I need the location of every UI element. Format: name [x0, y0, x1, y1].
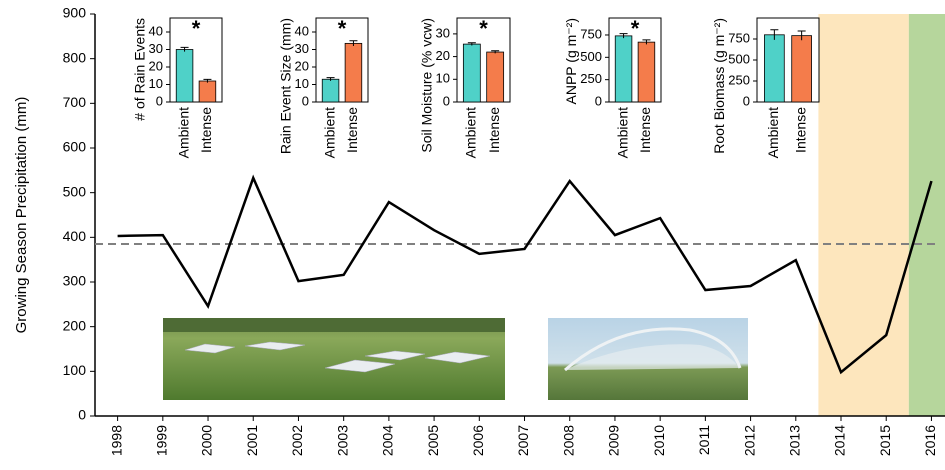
bar — [792, 36, 812, 102]
y-tick-label: 10 — [436, 71, 450, 86]
x-tick-label: 2007 — [515, 425, 531, 456]
y-tick-label: 500 — [728, 51, 750, 66]
inset-y-label: Soil Moisture (% vcw) — [419, 18, 435, 153]
y-tick-label: 0 — [302, 93, 309, 108]
x-tick-label: 2003 — [334, 425, 350, 456]
x-tick-label: 2013 — [787, 425, 803, 456]
y-tick-label: 30 — [436, 25, 450, 40]
significance-marker: * — [631, 16, 640, 41]
x-tick-label: Ambient — [614, 107, 630, 158]
x-tick-label: Ambient — [463, 107, 479, 158]
x-tick-label: 1998 — [108, 425, 124, 456]
x-tick-label: 2015 — [877, 425, 893, 456]
x-tick-label: 2009 — [606, 425, 622, 456]
y-tick-label: 0 — [595, 93, 602, 108]
bar — [199, 81, 216, 102]
bar — [345, 43, 362, 102]
x-tick-label: Ambient — [765, 107, 781, 158]
y-tick-label: 250 — [728, 72, 750, 87]
x-tick-label: 2011 — [696, 425, 712, 455]
y-tick-label: 500 — [63, 183, 87, 199]
bar — [176, 50, 193, 103]
y-tick-label: 20 — [295, 58, 309, 73]
shaded-region — [818, 14, 908, 416]
x-tick-label: 2000 — [199, 425, 215, 456]
y-tick-label: 40 — [295, 23, 309, 38]
y-tick-label: 10 — [295, 76, 309, 91]
bar — [638, 42, 655, 102]
y-tick-label: 0 — [156, 93, 163, 108]
inset-chart: 0 10 20 30Soil Moisture (% vcw) Ambient Inten… — [419, 16, 510, 159]
y-tick-label: 250 — [580, 71, 602, 86]
bar — [615, 36, 632, 102]
y-tick-label: 0 — [743, 93, 750, 108]
x-tick-label: 2002 — [289, 425, 305, 456]
significance-marker: * — [192, 16, 201, 41]
x-tick-label: Intense — [344, 107, 360, 153]
x-tick-label: Intense — [486, 107, 502, 153]
bar — [463, 44, 480, 102]
x-tick-label: 2008 — [560, 425, 576, 456]
x-tick-label: 2012 — [741, 425, 757, 456]
y-tick-label: 20 — [436, 48, 450, 63]
x-tick-label: 2005 — [425, 425, 441, 456]
x-tick-label: 2016 — [922, 425, 938, 456]
y-tick-label: 10 — [149, 76, 163, 91]
bar — [764, 35, 784, 102]
inset-y-label: Rain Event Size (mm) — [278, 18, 294, 154]
y-tick-label: 0 — [78, 407, 86, 423]
x-tick-label: 2004 — [380, 425, 396, 456]
shaded-region — [909, 14, 945, 416]
y-tick-label: 30 — [149, 41, 163, 56]
y-tick-label: 0 — [443, 93, 450, 108]
significance-marker: * — [479, 16, 488, 41]
photo — [163, 318, 505, 400]
y-tick-label: 800 — [63, 49, 87, 65]
photo — [548, 318, 748, 400]
x-tick-label: Intense — [198, 107, 214, 153]
y-tick-label: 500 — [580, 49, 602, 64]
y-tick-label: 600 — [63, 139, 87, 155]
x-tick-label: 1999 — [154, 425, 170, 456]
inset-y-label: # of Rain Events — [132, 18, 148, 121]
y-tick-label: 300 — [63, 273, 87, 289]
x-tick-label: Ambient — [175, 107, 191, 158]
inset-chart: 0 10 20 30 40# of Rain Events Ambient Intense * — [132, 16, 222, 159]
x-tick-label: Ambient — [321, 107, 337, 158]
y-tick-label: 20 — [149, 58, 163, 73]
x-tick-label: 2010 — [651, 425, 667, 456]
bar — [487, 52, 504, 102]
y-tick-label: 900 — [63, 5, 87, 21]
y-tick-label: 750 — [580, 26, 602, 41]
inset-y-label: ANPP (g m⁻²) — [563, 18, 579, 104]
y-axis-label: Growing Season Precipitation (mm) — [13, 97, 30, 334]
x-tick-label: 2001 — [244, 425, 260, 456]
x-tick-label: 2014 — [832, 425, 848, 456]
chart: Growing Season Precipitation (mm) 010020… — [0, 0, 945, 470]
y-tick-label: 200 — [63, 317, 87, 333]
y-tick-label: 700 — [63, 94, 87, 110]
x-tick-label: 2006 — [470, 425, 486, 456]
y-tick-label: 30 — [295, 41, 309, 56]
background — [818, 14, 945, 416]
y-tick-label: 750 — [728, 30, 750, 45]
x-tick-label: Intense — [792, 107, 808, 153]
significance-marker: * — [338, 16, 347, 41]
y-tick-label: 400 — [63, 228, 87, 244]
y-tick-label: 40 — [149, 23, 163, 38]
bar — [322, 79, 339, 102]
inset-y-label: Root Biomass (g m⁻²) — [711, 18, 727, 154]
x-tick-label: Intense — [637, 107, 653, 153]
y-tick-label: 100 — [63, 362, 87, 378]
